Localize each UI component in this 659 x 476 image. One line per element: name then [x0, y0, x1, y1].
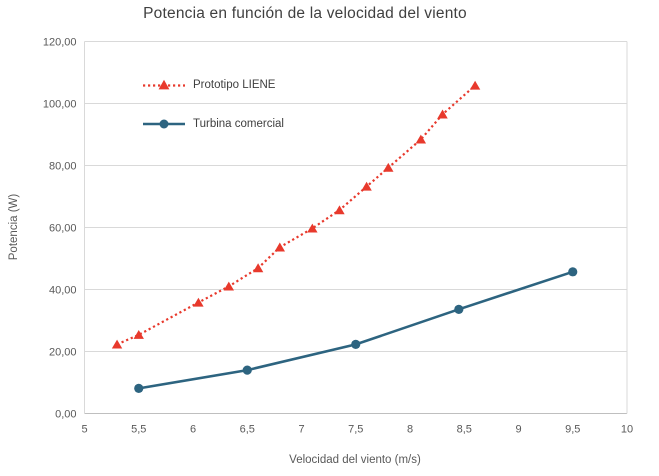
x-tick-label: 5,5 [131, 424, 146, 436]
x-tick-label: 8 [407, 424, 413, 436]
x-tick-label: 10 [621, 424, 633, 436]
chart-title: Potencia en función de la velocidad del … [143, 5, 467, 22]
y-tick-label: 20,00 [49, 347, 77, 359]
legend-item-turbina: Turbina comercial [142, 117, 284, 131]
triangle-marker [469, 80, 481, 90]
x-tick-label: 9,5 [565, 424, 580, 436]
triangle-marker [307, 223, 318, 233]
x-tick-label: 6,5 [240, 424, 255, 436]
triangle-marker [252, 263, 264, 273]
x-axis-title: Velocidad del viento (m/s) [289, 454, 421, 466]
legend-item-prototipo: Prototipo LIENE [142, 78, 284, 92]
y-tick-label: 0,00 [55, 409, 76, 421]
y-tick-label: 60,00 [49, 223, 77, 235]
solid-line-circle-marker-icon [143, 119, 185, 129]
legend-label-turbina: Turbina comercial [193, 118, 284, 130]
triangle-marker [415, 134, 427, 144]
y-tick-label: 80,00 [49, 161, 77, 173]
x-tick-label: 8,5 [457, 424, 472, 436]
triangle-marker [274, 242, 285, 252]
legend: Prototipo LIENE Turbina comercial [142, 78, 284, 131]
x-tick-label: 7,5 [348, 424, 363, 436]
circle-marker [454, 304, 464, 314]
y-tick-label: 100,00 [43, 99, 77, 111]
y-axis-title: Potencia (W) [8, 193, 20, 261]
triangle-marker [383, 162, 394, 172]
triangle-marker [133, 329, 144, 339]
x-tick-label: 5 [81, 424, 87, 436]
triangle-marker [111, 339, 123, 349]
triangle-marker [437, 109, 448, 119]
circle-marker [134, 383, 144, 393]
circle-marker [568, 267, 578, 277]
x-tick-label: 9 [515, 424, 521, 436]
dotted-line-triangle-marker-icon [143, 79, 185, 90]
legend-label-prototipo: Prototipo LIENE [193, 79, 276, 91]
circle-marker [351, 339, 361, 349]
y-tick-label: 120,00 [43, 37, 77, 49]
triangle-marker [193, 297, 204, 307]
circle-marker [242, 365, 252, 375]
x-tick-label: 6 [190, 424, 196, 436]
triangle-marker [334, 205, 345, 215]
x-tick-label: 7 [298, 424, 304, 436]
y-tick-label: 40,00 [49, 285, 77, 297]
triangle-marker [361, 181, 372, 191]
triangle-marker [223, 281, 235, 291]
